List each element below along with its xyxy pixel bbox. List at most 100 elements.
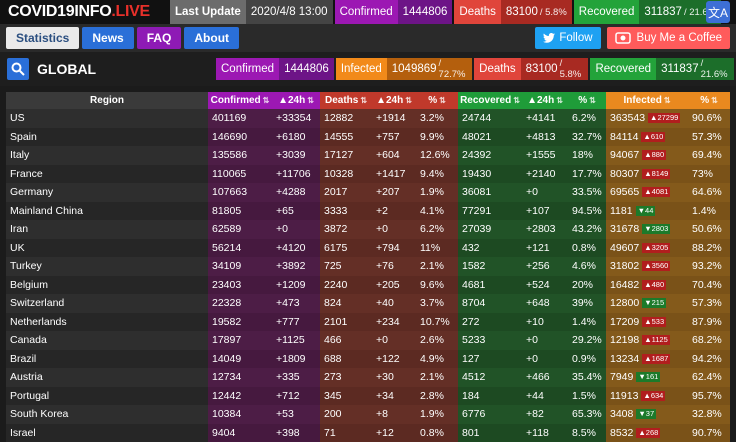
cell-region[interactable]: Canada [6,331,208,350]
cell-text: 94067 [610,149,639,161]
deaths-label: Deaths [454,0,500,24]
cell-text: 68.2% [692,334,722,346]
cell-recovered-pct: 4.6% [568,257,606,276]
cell-deaths-pct: 9.9% [416,128,458,147]
cell-region[interactable]: Portugal [6,387,208,406]
cell-text: 34109 [212,260,241,272]
header-infected-pct[interactable]: %⇅ [688,92,730,109]
cell-text: 95.7% [692,390,722,402]
cell-region[interactable]: Israel [6,424,208,442]
infected-change-badge: ▲27299 [648,113,680,123]
global-infected-pct: / 72.7% [439,58,468,80]
region-title: GLOBAL [37,61,96,77]
cell-region[interactable]: Turkey [6,257,208,276]
cell-recovered-24h: +10 [522,313,568,332]
infected-change-badge: ▲4081 [642,187,670,197]
header-confirmed[interactable]: Confirmed⇅ [208,92,272,109]
cell-text: Spain [10,131,37,143]
cell-region[interactable]: South Korea [6,405,208,424]
cell-text: 9.9% [420,131,444,143]
cell-text: 23403 [212,279,241,291]
cell-deaths-pct: 3.7% [416,294,458,313]
last-update-value: 2020/4/8 13:00 [246,0,333,24]
tab-faq[interactable]: FAQ [137,27,182,49]
cell-text: Portugal [10,390,49,402]
cell-region[interactable]: Mainland China [6,202,208,221]
recovered-label: Recovered [574,0,640,24]
cell-region[interactable]: Germany [6,183,208,202]
cell-confirmed: 34109 [208,257,272,276]
cell-recovered: 5233 [458,331,522,350]
cell-region[interactable]: Belgium [6,276,208,295]
sort-icon: ⇅ [664,96,671,105]
cell-text: Iran [10,223,28,235]
site-logo[interactable]: COVID19INFO.LIVE [0,0,170,24]
cell-region[interactable]: US [6,109,208,128]
header-deaths-pct[interactable]: %⇅ [416,92,458,109]
cell-region[interactable]: France [6,165,208,184]
cell-text: +207 [376,186,400,198]
cell-text: 6776 [462,408,485,420]
stats-table: Region Confirmed⇅ ▲24h⇅ Deaths⇅ ▲24h⇅ %⇅… [6,92,730,442]
cell-confirmed-24h: +473 [272,294,320,313]
header-infected[interactable]: Infected⇅ [606,92,688,109]
cell-recovered: 48021 [458,128,522,147]
cell-region[interactable]: UK [6,239,208,258]
cell-confirmed-24h: +335 [272,368,320,387]
cell-text: +2140 [526,168,556,180]
header-recovered[interactable]: Recovered⇅ [458,92,522,109]
cell-text: 12800 [610,297,639,309]
cell-region[interactable]: Iran [6,220,208,239]
header-deaths-24h[interactable]: ▲24h⇅ [372,92,416,109]
logo-suffix: .LIVE [111,3,150,21]
translate-icon[interactable]: 文A [706,1,730,23]
cell-region[interactable]: Italy [6,146,208,165]
cell-text: 93.2% [692,260,722,272]
header-recovered-pct[interactable]: %⇅ [568,92,606,109]
cell-region[interactable]: Netherlands [6,313,208,332]
cell-recovered-pct: 43.2% [568,220,606,239]
cell-region[interactable]: Austria [6,368,208,387]
cell-text: 2240 [324,279,347,291]
buy-coffee-button[interactable]: Buy Me a Coffee [607,27,730,49]
cell-recovered: 272 [458,313,522,332]
tab-statistics[interactable]: Statistics [6,27,79,49]
header-recovered-24h[interactable]: ▲24h⇅ [522,92,568,109]
header-confirmed-24h-label: ▲24h [278,95,305,106]
cell-confirmed-24h: +11706 [272,165,320,184]
twitter-follow-button[interactable]: Follow [535,27,600,49]
cell-region[interactable]: Switzerland [6,294,208,313]
cell-text: 12734 [212,371,241,383]
cell-region[interactable]: Brazil [6,350,208,369]
cell-infected: 7949▼161 [606,368,688,387]
header-deaths[interactable]: Deaths⇅ [320,92,372,109]
global-recovered-pct: / 21.6% [701,58,729,80]
header-confirmed-24h[interactable]: ▲24h⇅ [272,92,320,109]
tab-about[interactable]: About [184,27,239,49]
cell-region[interactable]: Spain [6,128,208,147]
sort-icon: ⇅ [405,96,412,105]
deaths-value: 83100 [506,6,538,18]
tab-news[interactable]: News [82,27,133,49]
cell-recovered-pct: 0.8% [568,239,606,258]
search-button[interactable] [7,58,29,80]
header-region[interactable]: Region [6,92,208,109]
